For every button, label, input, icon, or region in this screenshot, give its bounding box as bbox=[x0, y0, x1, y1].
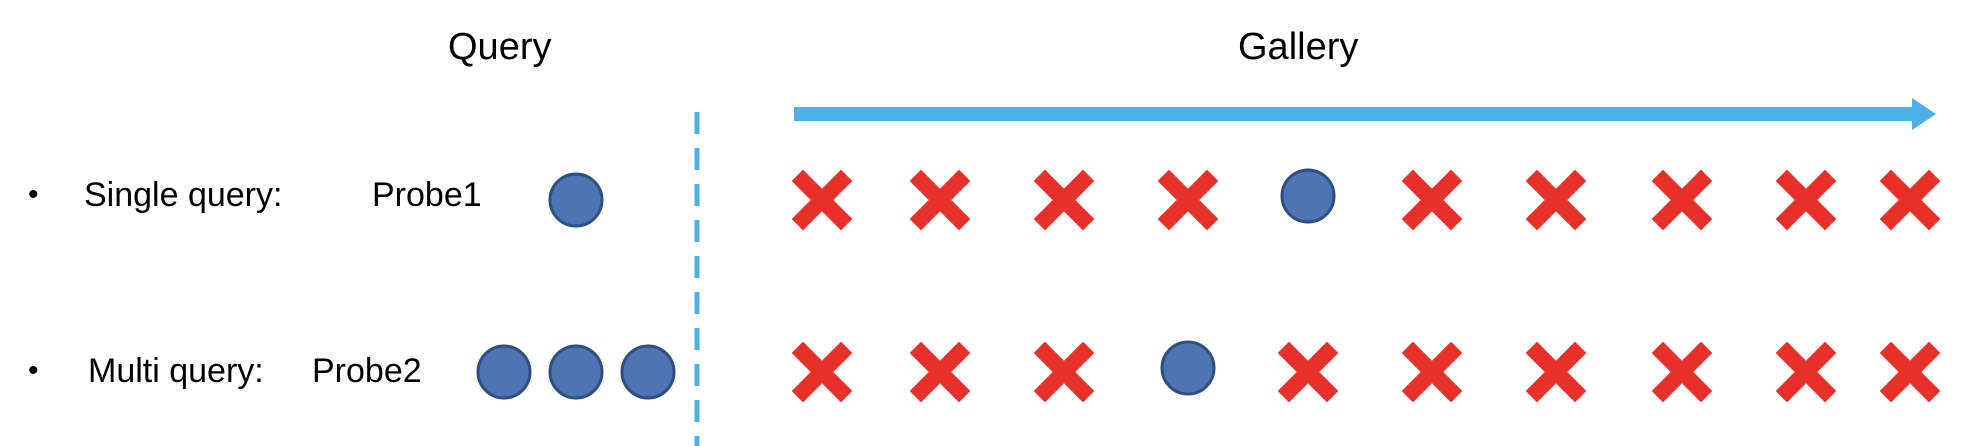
query-header: Query bbox=[448, 26, 552, 68]
probe2-label: Probe2 bbox=[312, 352, 422, 390]
row-bullet-single: • bbox=[28, 178, 39, 211]
probe1-label: Probe1 bbox=[372, 176, 482, 214]
gallery-mismatch-cross-icon bbox=[1525, 169, 1587, 231]
gallery-match-circle-icon bbox=[1160, 340, 1216, 396]
gallery-mismatch-cross-icon bbox=[1879, 169, 1941, 231]
gallery-mismatch-cross-icon bbox=[1033, 169, 1095, 231]
gallery-mismatch-cross-icon bbox=[1525, 341, 1587, 403]
gallery-mismatch-cross-icon bbox=[1401, 169, 1463, 231]
query-probe-circle-icon bbox=[548, 344, 604, 400]
query-probe-circle-icon bbox=[476, 344, 532, 400]
gallery-match-circle-icon bbox=[1280, 168, 1336, 224]
gallery-direction-arrow-icon bbox=[794, 98, 1936, 130]
gallery-mismatch-cross-icon bbox=[1033, 341, 1095, 403]
gallery-mismatch-cross-icon bbox=[1277, 341, 1339, 403]
gallery-header: Gallery bbox=[1238, 26, 1359, 68]
gallery-mismatch-cross-icon bbox=[1879, 341, 1941, 403]
gallery-mismatch-cross-icon bbox=[1157, 169, 1219, 231]
gallery-mismatch-cross-icon bbox=[791, 169, 853, 231]
gallery-mismatch-cross-icon bbox=[1401, 341, 1463, 403]
row-bullet-multi: • bbox=[28, 354, 39, 387]
gallery-mismatch-cross-icon bbox=[1651, 341, 1713, 403]
multi-query-label: Multi query: bbox=[88, 352, 264, 390]
gallery-mismatch-cross-icon bbox=[1775, 341, 1837, 403]
gallery-mismatch-cross-icon bbox=[1651, 169, 1713, 231]
gallery-mismatch-cross-icon bbox=[791, 341, 853, 403]
single-query-label: Single query: bbox=[84, 176, 283, 214]
gallery-mismatch-cross-icon bbox=[909, 169, 971, 231]
query-probe-circle-icon bbox=[620, 344, 676, 400]
gallery-mismatch-cross-icon bbox=[909, 341, 971, 403]
gallery-mismatch-cross-icon bbox=[1775, 169, 1837, 231]
query-probe-circle-icon bbox=[548, 172, 604, 228]
